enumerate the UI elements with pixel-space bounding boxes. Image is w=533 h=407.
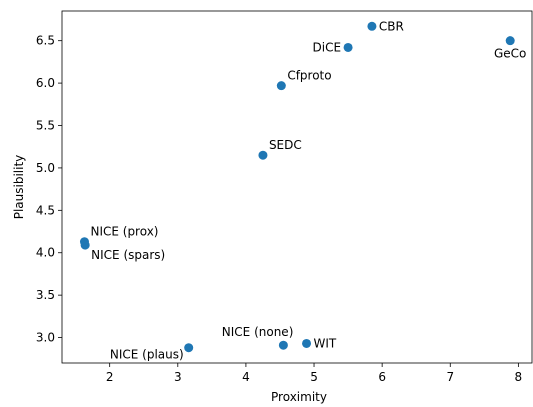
point-label: GeCo <box>494 47 526 61</box>
data-point <box>505 36 515 46</box>
data-point <box>184 343 194 353</box>
data-point <box>80 240 90 250</box>
y-tick-label: 6.0 <box>36 76 55 90</box>
x-axis-label: Proximity <box>271 390 327 404</box>
x-tick-label: 5 <box>310 370 318 384</box>
plot-frame <box>61 10 533 364</box>
x-tick-label: 8 <box>515 370 523 384</box>
y-tick-label: 3.5 <box>36 288 55 302</box>
x-tick-label: 6 <box>378 370 386 384</box>
plot-area <box>61 10 533 364</box>
x-tick-label: 4 <box>242 370 250 384</box>
y-tick-label: 5.0 <box>36 161 55 175</box>
point-label: Cfproto <box>287 69 331 83</box>
point-label: NICE (plaus) <box>110 348 184 362</box>
point-label: WIT <box>314 336 337 350</box>
data-points <box>79 21 515 353</box>
x-tick-label: 2 <box>106 370 114 384</box>
data-point <box>343 42 353 52</box>
y-tick-label: 6.5 <box>36 34 55 48</box>
point-label: DiCE <box>313 40 342 54</box>
y-tick-label: 4.0 <box>36 246 55 260</box>
point-label: CBR <box>379 19 404 33</box>
y-tick-label: 5.5 <box>36 119 55 133</box>
y-axis-ticks: 3.0 3.5 4.0 4.5 5.0 5.5 6.0 6.5 <box>36 34 62 345</box>
data-point <box>302 338 312 348</box>
data-point <box>367 21 377 31</box>
point-label: NICE (prox) <box>90 225 158 239</box>
x-tick-label: 7 <box>446 370 454 384</box>
data-point-labels: CBR DiCE GeCo Cfproto SEDC NICE (prox) NICE (s… <box>90 19 526 361</box>
x-tick-label: 3 <box>174 370 182 384</box>
y-tick-label: 4.5 <box>36 203 55 217</box>
data-point <box>278 340 288 350</box>
y-tick-label: 3.0 <box>36 331 55 345</box>
point-label: NICE (spars) <box>91 248 165 262</box>
data-point <box>258 150 268 160</box>
x-axis-ticks: 2 3 4 5 6 7 8 <box>106 363 522 384</box>
y-axis-label: Plausibility <box>12 155 26 220</box>
point-label: SEDC <box>269 138 302 152</box>
point-label: NICE (none) <box>222 325 294 339</box>
data-point <box>276 81 286 91</box>
